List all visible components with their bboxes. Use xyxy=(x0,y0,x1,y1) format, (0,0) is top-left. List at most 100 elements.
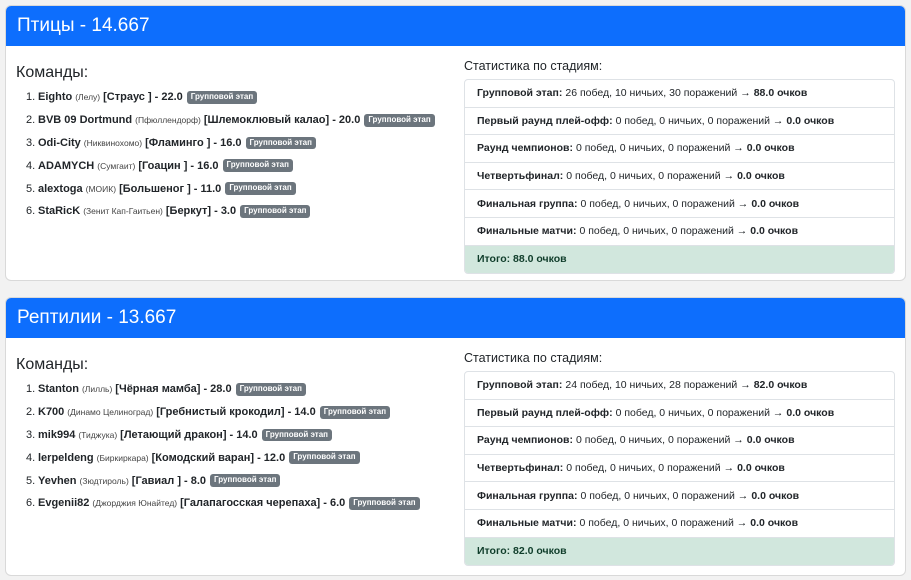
teams-title: Команды: xyxy=(16,64,89,81)
team-number: 1. xyxy=(26,383,36,396)
stat-row: Финальная группа: 0 побед, 0 ничьих, 0 по… xyxy=(465,482,894,510)
stat-detail: 0 побед, 0 ничьих, 0 поражений → xyxy=(580,489,749,502)
team-name: alextoga xyxy=(38,182,83,195)
team-name: Yevhen xyxy=(38,474,77,487)
team-animal: [Беркут] xyxy=(165,205,212,218)
stat-points: 0.0 очков xyxy=(746,142,795,155)
stat-label: Групповой этап: xyxy=(477,379,563,392)
stat-points: 0.0 очков xyxy=(750,517,799,530)
team-animal: [Гоацин ] xyxy=(138,159,188,172)
stat-row: Раунд чемпионов: 0 побед, 0 ничьих, 0 пор… xyxy=(465,427,894,455)
team-city: (Динамо Целиноград) xyxy=(67,407,154,418)
team-name: K700 xyxy=(38,406,65,419)
team-item: 3. mik994 (Тиджука) [Летающий дракон] - 14.0… xyxy=(26,424,461,447)
stage-badge: Групповой этап xyxy=(240,204,311,218)
team-item: 3. Odi-City (Никвинохомо) [Фламинго ] - 16.0… xyxy=(26,132,461,155)
team-score: - 6.0 xyxy=(323,497,346,510)
stage-badge: Групповой этап xyxy=(245,136,316,150)
stat-row: Раунд чемпионов: 0 побед, 0 ничьих, 0 пор… xyxy=(465,135,894,163)
team-animal: [Фламинго ] xyxy=(145,136,211,149)
stat-label: Финальные матчи: xyxy=(477,517,577,530)
team-name: ADAMYCH xyxy=(38,159,95,172)
stat-row: Первый раунд плей-офф: 0 побед, 0 ничьих,… xyxy=(465,108,894,136)
stat-label: Финальные матчи: xyxy=(477,225,577,238)
stat-detail: 0 побед, 0 ничьих, 0 поражений → xyxy=(580,197,749,210)
team-animal: [Галапагосская черепаха] xyxy=(180,497,321,510)
team-number: 3. xyxy=(26,136,36,149)
stage-badge: Групповой этап xyxy=(261,428,333,442)
team-score: - 12.0 xyxy=(257,451,286,464)
stage-badge: Групповой этап xyxy=(349,496,420,510)
stat-row: Групповой этап: 26 побед, 10 ничьих, 30 п… xyxy=(465,80,894,108)
team-list: 1. Stanton (Лилль) [Чёрная мамба] - 28.0 Груп… xyxy=(16,378,461,515)
team-city: (Зенит Кап-Гаитьен) xyxy=(83,206,163,217)
stat-row: Групповой этап: 24 побед, 10 ничьих, 28 п… xyxy=(465,372,894,400)
team-city: (МОИК) xyxy=(85,183,117,194)
team-city: (Джорджия Юнайтед) xyxy=(92,498,178,509)
team-number: 4. xyxy=(26,451,36,464)
stat-label: Четвертьфинал: xyxy=(477,462,564,475)
team-name: Evgenii82 xyxy=(38,497,90,510)
team-item: 2. K700 (Динамо Целиноград) [Гребнистый кро… xyxy=(26,401,461,424)
stat-points: 0.0 очков xyxy=(751,197,800,210)
stat-detail: 0 побед, 0 ничьих, 0 поражений → xyxy=(575,142,744,155)
team-city: (Тиджука) xyxy=(78,429,118,440)
stats-title: Статистика по стадиям: xyxy=(464,59,603,73)
team-name: mik994 xyxy=(38,428,76,441)
stat-total: Итого: 88.0 очков xyxy=(465,245,894,274)
team-score: - 16.0 xyxy=(213,136,242,149)
team-score: - 16.0 xyxy=(190,159,219,172)
stat-detail: 26 побед, 10 ничьих, 30 поражений → xyxy=(565,87,751,100)
stat-row: Финальная группа: 0 побед, 0 ничьих, 0 по… xyxy=(465,190,894,218)
stat-label: Четвертьфинал: xyxy=(477,170,564,183)
team-item: 2. BVB 09 Dortmund (Пфюллендорф) [Шлемоклюв… xyxy=(26,109,461,132)
stat-points: 0.0 очков xyxy=(746,434,795,447)
stat-points: 0.0 очков xyxy=(751,489,800,502)
team-item: 5. alextoga (МОИК) [Большеног ] - 11.0 Группо… xyxy=(26,177,461,200)
stat-row: Финальные матчи: 0 побед, 0 ничьих, 0 пор… xyxy=(465,510,894,538)
team-item: 6. Evgenii82 (Джорджия Юнайтед) [Галапагосс… xyxy=(26,492,461,515)
team-name: Stanton xyxy=(38,383,79,396)
stat-detail: 0 побед, 0 ничьих, 0 поражений → xyxy=(615,406,784,419)
team-name: Eighto xyxy=(38,91,73,104)
team-animal: [Шлемоклювый калао] xyxy=(203,114,330,127)
stat-label: Раунд чемпионов: xyxy=(477,142,573,155)
stat-label: Раунд чемпионов: xyxy=(477,434,573,447)
team-item: 4. lerpeldeng (Биркиркара) [Комодский варан… xyxy=(26,446,461,469)
team-city: (Лелу) xyxy=(75,92,101,103)
stat-detail: 0 побед, 0 ничьих, 0 поражений → xyxy=(566,462,735,475)
team-item: 1. Eighto (Лелу) [Страус ] - 22.0 Групповой э… xyxy=(26,86,461,109)
stage-badge: Групповой этап xyxy=(222,159,293,173)
stat-detail: 24 побед, 10 ничьих, 28 поражений → xyxy=(565,379,751,392)
team-number: 5. xyxy=(26,474,36,487)
team-number: 1. xyxy=(26,91,36,104)
group-header: Птицы - 14.667 xyxy=(6,6,905,46)
team-name: Odi-City xyxy=(38,136,81,149)
team-score: - 11.0 xyxy=(193,182,222,195)
team-list: 1. Eighto (Лелу) [Страус ] - 22.0 Групповой э… xyxy=(16,86,461,223)
team-score: - 14.0 xyxy=(229,428,258,441)
team-score: - 3.0 xyxy=(214,205,237,218)
stat-total: Итого: 82.0 очков xyxy=(465,537,894,566)
stat-label: Финальная группа: xyxy=(477,197,578,210)
stat-row: Четвертьфинал: 0 побед, 0 ничьих, 0 пораж… xyxy=(465,163,894,191)
team-number: 4. xyxy=(26,159,36,172)
stat-label: Финальная группа: xyxy=(477,489,578,502)
team-animal: [Летающий дракон] xyxy=(120,428,227,441)
team-animal: [Гребнистый крокодил] xyxy=(156,406,285,419)
teams-title: Команды: xyxy=(16,356,89,373)
team-animal: [Комодский варан] xyxy=(151,451,255,464)
team-number: 3. xyxy=(26,428,36,441)
stat-row: Четвертьфинал: 0 побед, 0 ничьих, 0 пораж… xyxy=(465,455,894,483)
team-score: - 28.0 xyxy=(203,383,232,396)
teams-section: Команды: 1. Stanton (Лилль) [Чёрная мамба] -… xyxy=(16,356,461,515)
stage-badge: Групповой этап xyxy=(364,113,435,127)
team-name: BVB 09 Dortmund xyxy=(38,114,133,127)
team-city: (Пфюллендорф) xyxy=(135,115,201,126)
team-item: 6. StaRicK (Зенит Кап-Гаитьен) [Беркут] - 3.… xyxy=(26,200,461,223)
teams-section: Команды: 1. Eighto (Лелу) [Страус ] - 22.0 Гр… xyxy=(16,64,461,223)
stat-detail: 0 побед, 0 ничьих, 0 поражений → xyxy=(615,114,784,127)
stats-list: Групповой этап: 26 побед, 10 ничьих, 30 п… xyxy=(464,79,895,275)
team-name: StaRicK xyxy=(38,205,81,218)
stats-title: Статистика по стадиям: xyxy=(464,351,603,365)
